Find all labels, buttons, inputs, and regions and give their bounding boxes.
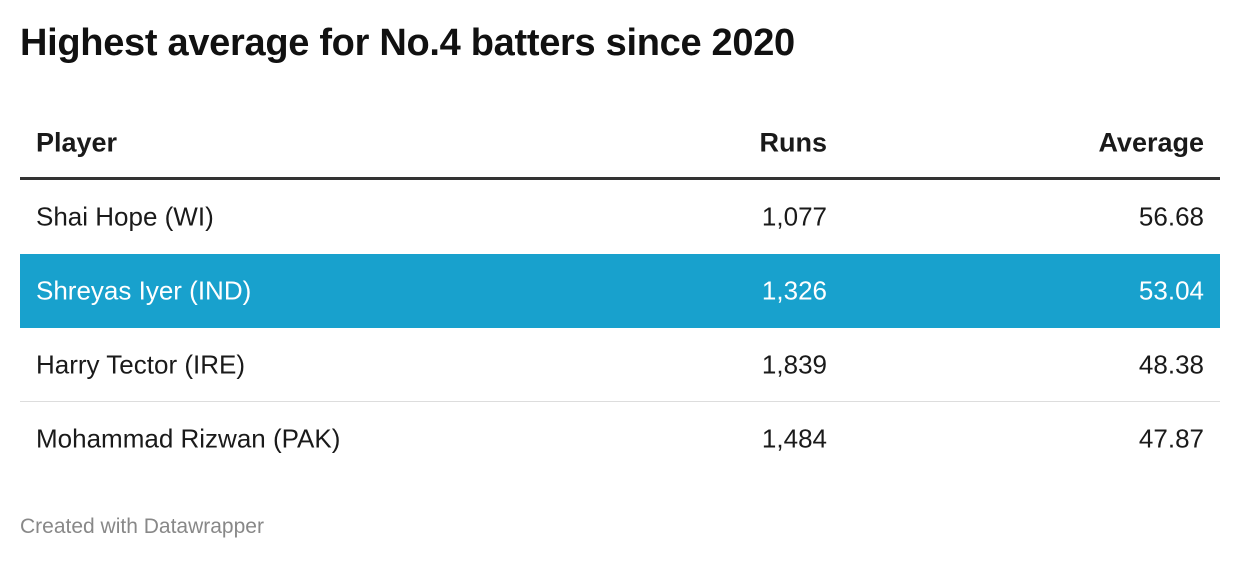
average-cell: 48.38 bbox=[1138, 349, 1204, 379]
table-row: Mohammad Rizwan (PAK) 1,484 47.87 bbox=[20, 402, 1220, 476]
column-header-player[interactable]: Player bbox=[36, 127, 118, 157]
average-cell: 56.68 bbox=[1138, 201, 1204, 232]
column-header-runs[interactable]: Runs bbox=[759, 127, 828, 157]
runs-cell: 1,484 bbox=[761, 423, 827, 454]
table-row: Harry Tector (IRE) 1,839 48.38 bbox=[20, 328, 1220, 402]
chart-title: Highest average for No.4 batters since 2… bbox=[20, 22, 795, 64]
runs-cell: 1,077 bbox=[761, 201, 827, 232]
data-table: Player Runs Average Shai Hope (WI) 1,077… bbox=[20, 108, 1220, 476]
player-cell: Mohammad Rizwan (PAK) bbox=[36, 423, 341, 454]
runs-cell: 1,326 bbox=[761, 275, 827, 306]
table-row: Shreyas Iyer (IND) 1,326 53.04 bbox=[20, 254, 1220, 328]
attribution-footer: Created with Datawrapper bbox=[20, 515, 264, 538]
runs-cell: 1,839 bbox=[761, 349, 827, 379]
table-header-row: Player Runs Average bbox=[20, 108, 1220, 180]
table-row: Shai Hope (WI) 1,077 56.68 bbox=[20, 180, 1220, 254]
column-header-average[interactable]: Average bbox=[1098, 127, 1204, 157]
player-cell: Harry Tector (IRE) bbox=[36, 349, 245, 379]
player-cell: Shreyas Iyer (IND) bbox=[36, 275, 252, 306]
average-cell: 53.04 bbox=[1138, 275, 1204, 306]
average-cell: 47.87 bbox=[1138, 423, 1204, 454]
player-cell: Shai Hope (WI) bbox=[36, 201, 214, 232]
